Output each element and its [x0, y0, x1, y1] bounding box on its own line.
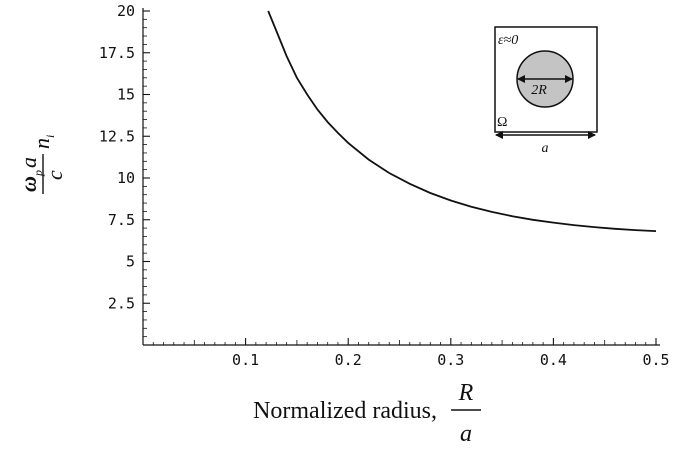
y-tick-label: 2.5 [108, 294, 135, 312]
y-label-omega-sub: p [31, 170, 45, 177]
y-axis-label: ω p a c n i [16, 135, 67, 194]
y-tick-label: 10 [117, 169, 135, 187]
inset-width-label: a [542, 141, 549, 156]
x-tick-label: 0.2 [335, 351, 362, 369]
y-tick-label: 20 [117, 2, 135, 20]
tick-labels: 0.1 0.2 0.3 0.4 0.5 2.5 5 7.5 10 12.5 15 17.5 20 [99, 2, 670, 369]
x-axis-label: Normalized radius, R a [253, 380, 481, 447]
x-label-text: Normalized radius, [253, 398, 437, 424]
ticks [143, 10, 657, 345]
y-label-a: a [16, 157, 41, 168]
y-tick-label: 12.5 [99, 127, 135, 145]
x-label-a: a [460, 421, 472, 447]
inset-region-label: Ω [497, 115, 507, 130]
inset-diagram: ε≈0 2R Ω a [494, 26, 598, 156]
y-tick-label: 17.5 [99, 44, 135, 62]
y-tick-label: 15 [117, 86, 135, 104]
x-tick-label: 0.5 [642, 351, 669, 369]
x-tick-label: 0.1 [232, 351, 259, 369]
y-label-n: n [29, 138, 54, 149]
x-tick-label: 0.3 [437, 351, 464, 369]
x-tick-label: 0.4 [540, 351, 567, 369]
y-tick-label: 5 [126, 253, 135, 271]
inset-epsilon-label: ε≈0 [498, 33, 518, 48]
y-label-omega: ω [16, 176, 41, 192]
x-label-r: R [458, 380, 474, 406]
y-label-n-sub: i [43, 135, 57, 138]
y-tick-label: 7.5 [108, 211, 135, 229]
series-line [267, 10, 657, 232]
inset-diameter-label: 2R [531, 83, 547, 98]
y-label-c: c [42, 170, 67, 180]
